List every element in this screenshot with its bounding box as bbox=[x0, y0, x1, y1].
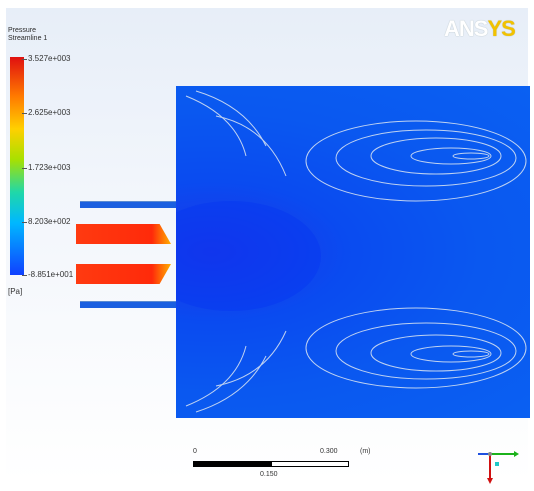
lower-inlet-jet bbox=[76, 264, 171, 284]
legend-title: Pressure Streamline 1 bbox=[8, 27, 47, 43]
legend-tick bbox=[22, 59, 27, 60]
legend-variable: Pressure bbox=[8, 27, 37, 34]
streamlines-plot bbox=[176, 90, 527, 413]
lower-vortex-streamlines bbox=[185, 307, 527, 413]
scale-unit-label: (m) bbox=[360, 448, 371, 455]
upper-vortex-streamlines bbox=[185, 90, 527, 202]
legend-tick bbox=[22, 168, 27, 169]
legend-label-4: 8.203e+002 bbox=[28, 217, 71, 226]
logo-text-ys: YS bbox=[487, 16, 515, 41]
scale-start-label: 0 bbox=[193, 448, 197, 455]
legend-label-min: -8.851e+001 bbox=[28, 270, 74, 279]
logo-text-ans: ANS bbox=[444, 16, 488, 41]
upper-inlet-wall bbox=[80, 201, 180, 208]
legend-label-2: 2.625e+003 bbox=[28, 108, 71, 117]
flow-domain-contour[interactable] bbox=[176, 86, 530, 418]
scale-mid-label: 0.150 bbox=[260, 471, 278, 478]
ansys-logo: ANSYS bbox=[444, 16, 516, 42]
legend-tick bbox=[22, 222, 27, 223]
upper-inlet-jet bbox=[76, 224, 171, 244]
scale-bar-black bbox=[193, 461, 271, 467]
legend-object: Streamline 1 bbox=[8, 35, 48, 42]
xyz-axis-triad-icon bbox=[478, 451, 519, 484]
legend-label-max: 3.527e+003 bbox=[28, 54, 71, 63]
legend-label-3: 1.723e+003 bbox=[28, 163, 71, 172]
legend-tick bbox=[22, 113, 27, 114]
jet-core-region bbox=[176, 201, 321, 311]
legend-unit: [Pa] bbox=[8, 287, 23, 296]
scale-end-label: 0.300 bbox=[320, 448, 338, 455]
color-legend-bar bbox=[10, 57, 24, 275]
legend-tick bbox=[22, 275, 27, 276]
lower-inlet-wall bbox=[80, 301, 180, 308]
scale-bar-white bbox=[271, 461, 349, 467]
